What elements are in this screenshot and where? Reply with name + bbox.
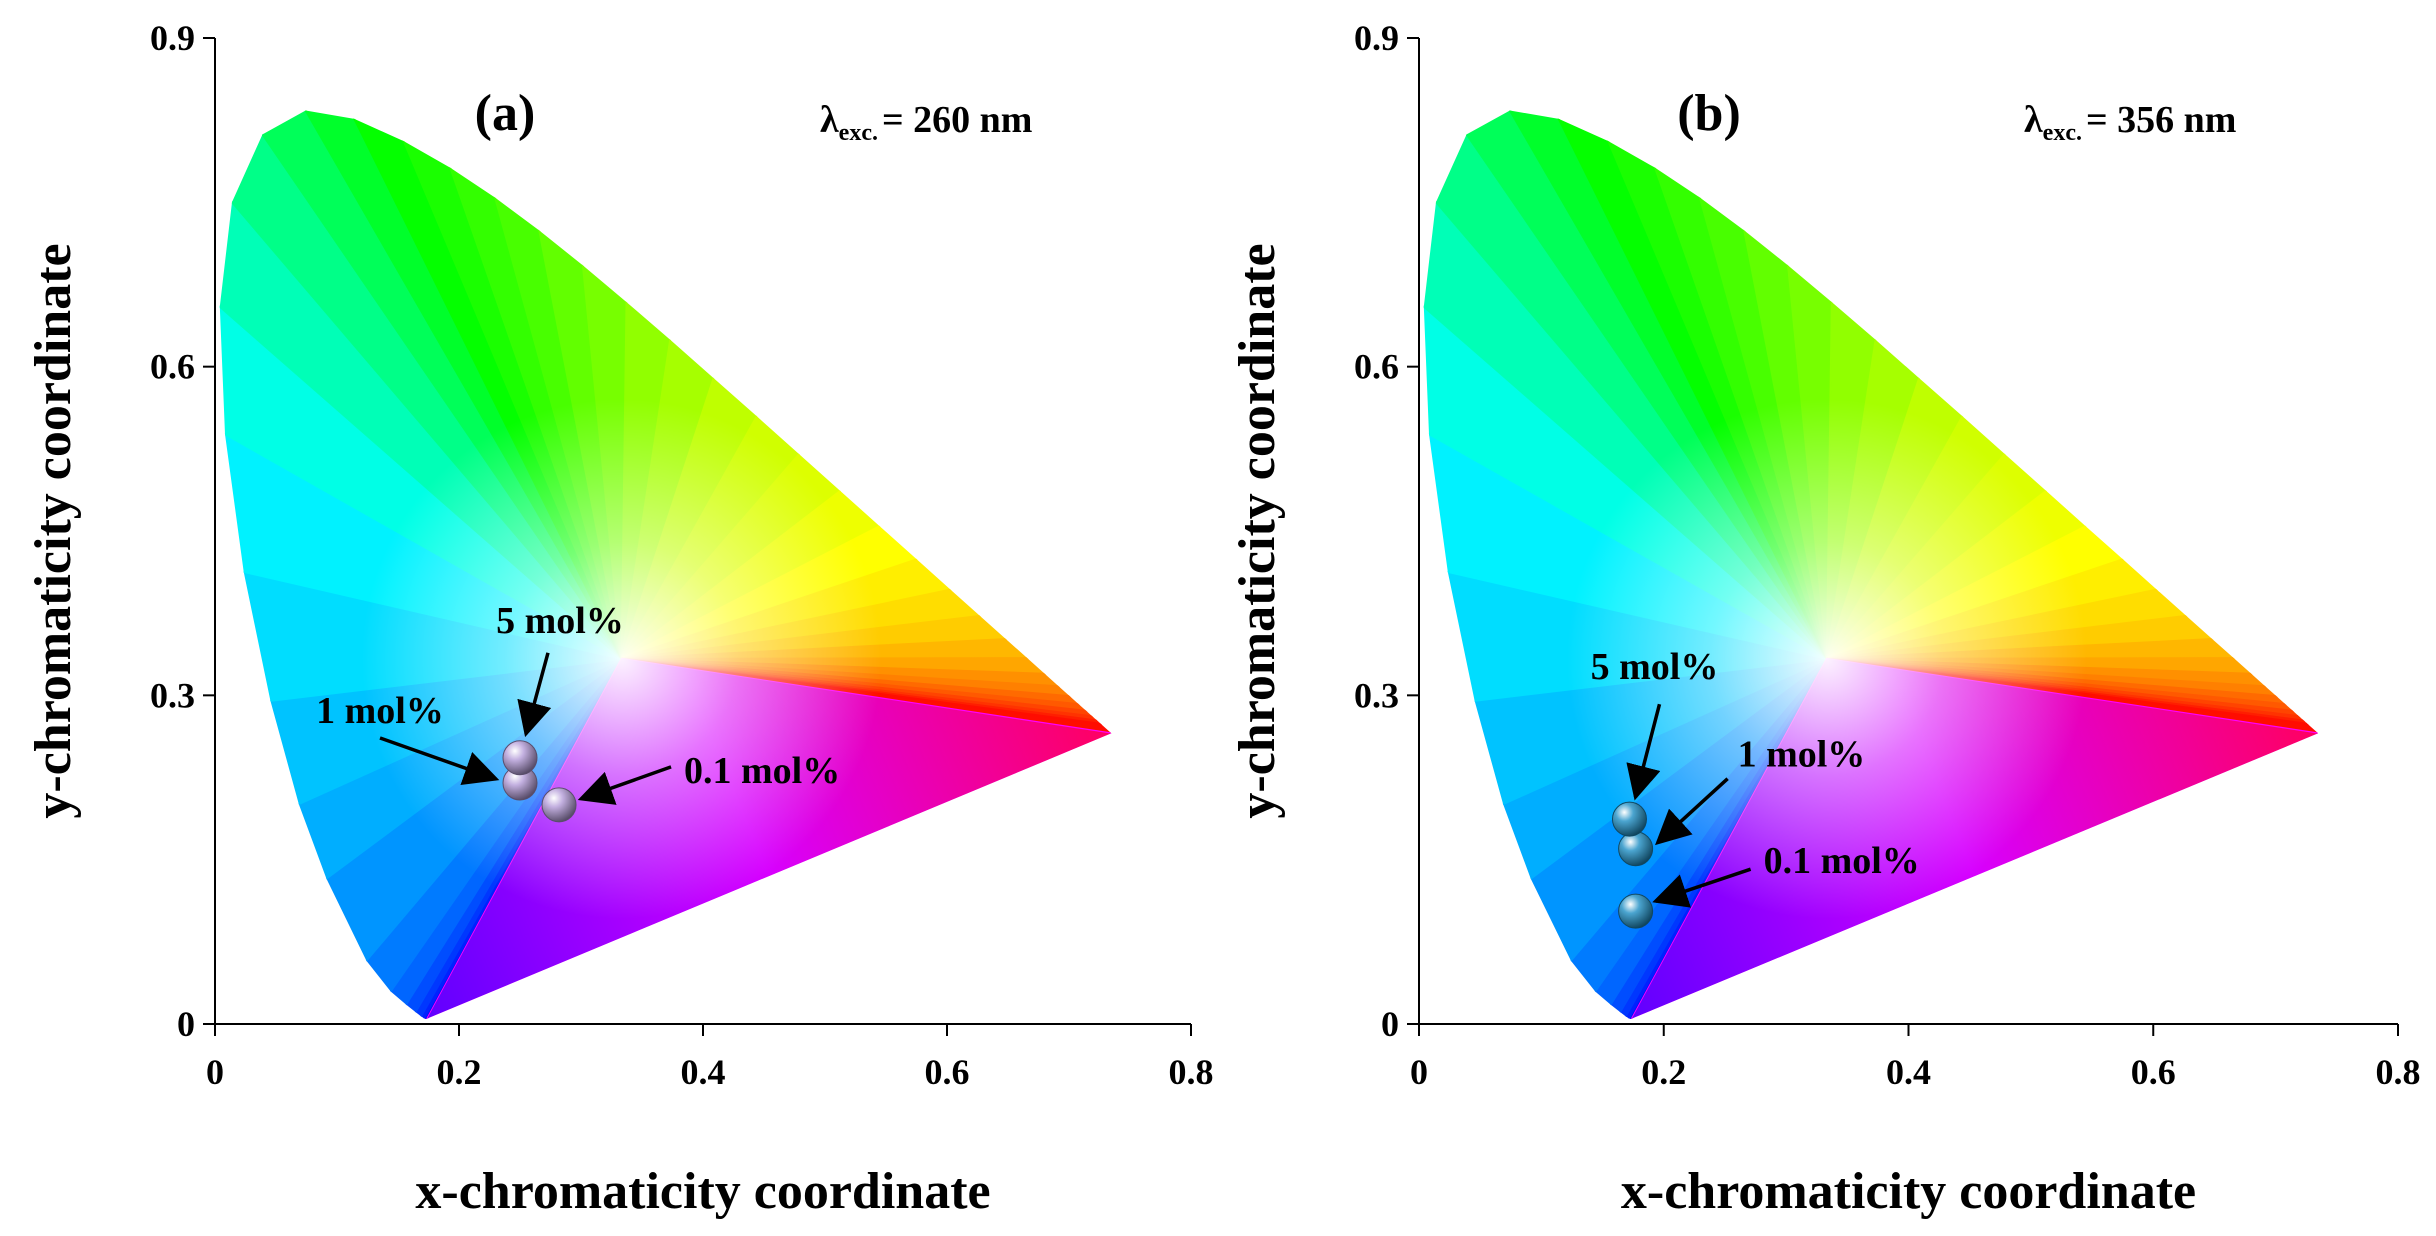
label-arrow — [577, 765, 672, 805]
x-tick-label: 0.8 — [1169, 1052, 1214, 1092]
label-arrow — [379, 736, 500, 785]
point-label: 5 mol% — [496, 600, 624, 642]
y-tick-label: 0.6 — [1354, 347, 1399, 387]
point-label: 0.1 mol% — [684, 750, 840, 792]
x-tick-label: 0.8 — [2376, 1052, 2421, 1092]
panel-label: (b) — [1677, 85, 1741, 142]
data-point — [1611, 801, 1647, 837]
excitation-label: λexc. = 260 nm — [820, 99, 1032, 146]
x-tick-label: 0.4 — [1886, 1052, 1931, 1092]
y-tick-label: 0 — [1381, 1004, 1399, 1044]
panel-b: 0 0.2 0.4 0.6 0.8 0 0.3 0.6 0.9 x-chromaticity co… — [1229, 18, 2421, 1220]
panel-a: 0 0.2 0.4 0.6 0.8 0 0.3 0.6 0.9 x-chromaticity co… — [25, 18, 1214, 1220]
excitation-label: λexc. = 356 nm — [2024, 99, 2236, 146]
point-label: 5 mol% — [1591, 646, 1719, 688]
y-tick-label: 0.9 — [1354, 18, 1399, 58]
x-tick-label: 0.6 — [2131, 1052, 2176, 1092]
cie-color-gamut — [219, 110, 1112, 1019]
label-arrow — [1652, 867, 1752, 908]
x-tick-label: 0.2 — [1641, 1052, 1686, 1092]
label-arrow — [1655, 777, 1729, 846]
y-axis-title: y-chromaticity coordinate — [1229, 243, 1286, 818]
x-tick-label: 0 — [1410, 1052, 1428, 1092]
x-axis-title: x-chromaticity coordinate — [1621, 1163, 2196, 1220]
label-arrow — [1626, 703, 1662, 801]
data-point — [1618, 893, 1654, 929]
x-tick-label: 0 — [206, 1052, 224, 1092]
y-tick-label: 0 — [177, 1004, 195, 1044]
data-point — [502, 740, 538, 776]
point-label: 1 mol% — [316, 690, 444, 732]
y-tick-label: 0.9 — [150, 18, 195, 58]
y-tick-label: 0.3 — [1354, 675, 1399, 715]
point-label: 1 mol% — [1738, 734, 1866, 776]
x-tick-label: 0.4 — [681, 1052, 726, 1092]
y-tick-label: 0.6 — [150, 347, 195, 387]
data-point — [1618, 831, 1654, 867]
label-arrow — [517, 652, 552, 738]
point-label: 0.1 mol% — [1764, 840, 1920, 882]
x-tick-label: 0.2 — [437, 1052, 482, 1092]
y-axis-title: y-chromaticity coordinate — [25, 243, 82, 818]
x-tick-label: 0.6 — [925, 1052, 970, 1092]
data-point — [541, 787, 577, 823]
x-axis-title: x-chromaticity coordinate — [415, 1163, 990, 1220]
panel-label: (a) — [475, 85, 536, 142]
y-tick-label: 0.3 — [150, 675, 195, 715]
cie-color-gamut — [1423, 110, 2319, 1019]
